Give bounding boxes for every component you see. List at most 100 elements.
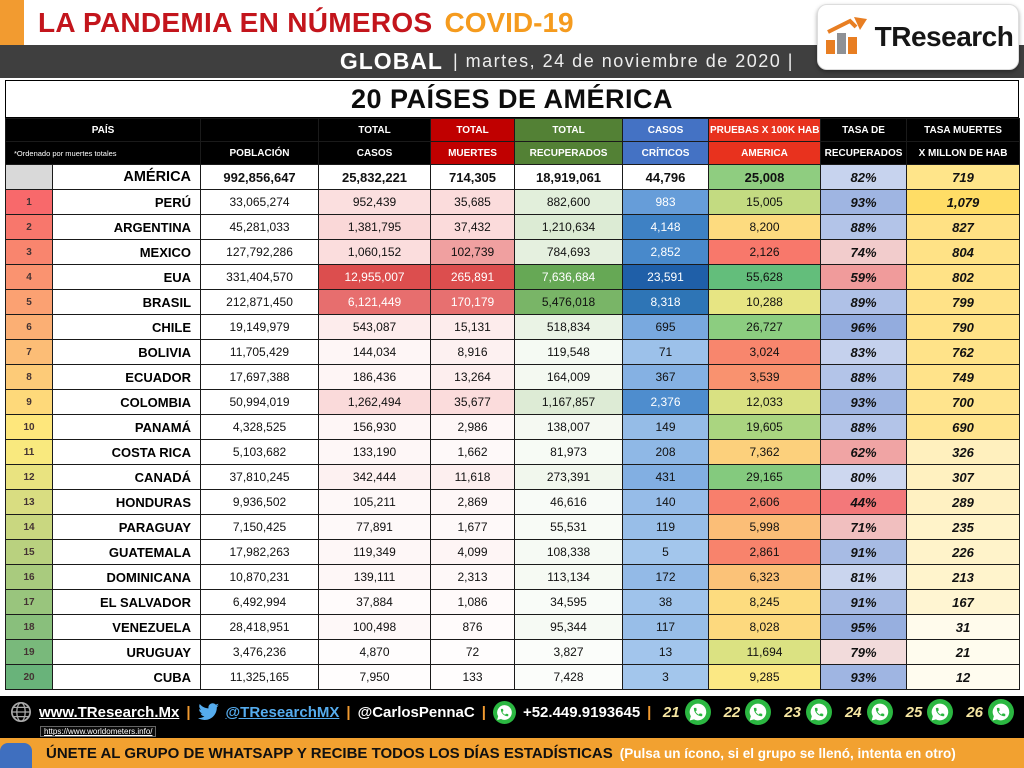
- rank-cell: 5: [5, 289, 53, 315]
- value-cell: 6,121,449: [318, 289, 432, 315]
- rank-cell: 19: [5, 639, 53, 665]
- country-cell: VENEZUELA: [51, 614, 202, 640]
- value-cell: 18,919,061: [514, 164, 624, 190]
- value-cell: 26,727: [708, 314, 822, 340]
- whatsapp-group-icon[interactable]: [745, 699, 772, 725]
- value-cell: 7,950: [318, 664, 432, 690]
- value-cell: 4,148: [622, 214, 710, 240]
- rank-cell: 20: [5, 664, 53, 690]
- value-cell: 127,792,286: [200, 239, 320, 265]
- value-cell: 4,099: [430, 539, 516, 565]
- col-header-pruebas: AMERICA: [708, 141, 822, 165]
- whatsapp-group-icon[interactable]: [866, 699, 893, 725]
- whatsapp-group-icon[interactable]: [684, 699, 711, 725]
- group-number: 22: [723, 703, 741, 721]
- value-cell: 5: [622, 539, 710, 565]
- value-cell: 10,870,231: [200, 564, 320, 590]
- cta-subtext: (Pulsa un ícono, si el grupo se llenó, i…: [619, 745, 956, 761]
- col-header-criticos: CRÍTICOS: [622, 141, 710, 165]
- value-cell: 34,595: [514, 589, 624, 615]
- value-cell: 133,190: [318, 439, 432, 465]
- value-cell: 71%: [820, 514, 908, 540]
- twitter-handle-link[interactable]: @TResearchMX: [225, 703, 340, 721]
- website-link[interactable]: www.TResearch.Mx: [39, 703, 180, 721]
- country-cell: AMÉRICA: [51, 164, 202, 190]
- value-cell: 827: [906, 214, 1021, 240]
- header-row-top: PAÍS TOTAL TOTAL TOTAL CASOS PRUEBAS X 1…: [4, 118, 1021, 142]
- country-cell: HONDURAS: [51, 489, 202, 515]
- page-header: LA PANDEMIA EN NÚMEROS COVID-19 GLOBAL |…: [0, 0, 1024, 78]
- value-cell: 83%: [820, 339, 908, 365]
- value-cell: 45,281,033: [200, 214, 320, 240]
- whatsapp-group-icon[interactable]: [805, 699, 832, 725]
- rank-cell: 10: [5, 414, 53, 440]
- country-cell: URUGUAY: [51, 639, 202, 665]
- value-cell: 139,111: [318, 564, 432, 590]
- value-cell: 105,211: [318, 489, 432, 515]
- col-header-pais-note: *Ordenado por muertes totales: [4, 141, 202, 165]
- twitter-handle2-link[interactable]: @CarlosPennaC: [357, 703, 475, 721]
- value-cell: 35,677: [430, 389, 516, 415]
- worldometers-link[interactable]: https://www.worldometers.info/: [40, 726, 157, 737]
- rank-cell: 8: [5, 364, 53, 390]
- value-cell: 44%: [820, 489, 908, 515]
- col-header-tasa-muertes-top: TASA MUERTES: [906, 118, 1021, 142]
- value-cell: 1,079: [906, 189, 1021, 215]
- col-header-muertes-top: TOTAL: [430, 118, 516, 142]
- rank-cell: 15: [5, 539, 53, 565]
- group-number: 26: [966, 703, 983, 721]
- table-row: 20 CUBA 11,325,165 7,950 133 7,428 3 9,285 93% 12: [5, 664, 1021, 690]
- value-cell: 15,005: [708, 189, 822, 215]
- rank-cell: 7: [5, 339, 53, 365]
- value-cell: 79%: [820, 639, 908, 665]
- value-cell: 11,325,165: [200, 664, 320, 690]
- table-row: 13 HONDURAS 9,936,502 105,211 2,869 46,616 140…: [5, 489, 1021, 515]
- separator: |: [481, 703, 486, 721]
- rank-cell: 9: [5, 389, 53, 415]
- value-cell: 88%: [820, 364, 908, 390]
- value-cell: 1,381,795: [318, 214, 432, 240]
- value-cell: 33,065,274: [200, 189, 320, 215]
- value-cell: 35,685: [430, 189, 516, 215]
- value-cell: 213: [906, 564, 1021, 590]
- col-header-blank: [200, 118, 320, 142]
- value-cell: 38: [622, 589, 710, 615]
- phone-number: +52.449.9193645: [522, 703, 641, 721]
- value-cell: 29,165: [708, 464, 822, 490]
- table-row: 15 GUATEMALA 17,982,263 119,349 4,099 108,338…: [5, 539, 1021, 565]
- value-cell: 72: [430, 639, 516, 665]
- value-cell: 1,210,634: [514, 214, 624, 240]
- value-cell: 695: [622, 314, 710, 340]
- value-cell: 4,328,525: [200, 414, 320, 440]
- value-cell: 74%: [820, 239, 908, 265]
- value-cell: 91%: [820, 539, 908, 565]
- rank-cell: 12: [5, 464, 53, 490]
- value-cell: 4,870: [318, 639, 432, 665]
- value-cell: 88%: [820, 214, 908, 240]
- value-cell: 140: [622, 489, 710, 515]
- col-header-tasa-rec-top: TASA DE: [820, 118, 908, 142]
- value-cell: 149: [622, 414, 710, 440]
- value-cell: 719: [906, 164, 1021, 190]
- value-cell: 8,200: [708, 214, 822, 240]
- value-cell: 5,998: [708, 514, 822, 540]
- value-cell: 55,628: [708, 264, 822, 290]
- value-cell: 226: [906, 539, 1021, 565]
- table-row: 17 EL SALVADOR 6,492,994 37,884 1,086 34,595 3…: [5, 589, 1021, 615]
- value-cell: 44,796: [622, 164, 710, 190]
- country-cell: ECUADOR: [51, 364, 202, 390]
- whatsapp-group: 22: [724, 699, 772, 725]
- whatsapp-icon[interactable]: [492, 700, 516, 724]
- value-cell: 790: [906, 314, 1021, 340]
- value-cell: 2,861: [708, 539, 822, 565]
- brand-chart-icon: [825, 17, 867, 54]
- whatsapp-group-icon[interactable]: [927, 699, 954, 725]
- table-row: 1 PERÚ 33,065,274 952,439 35,685 882,600 983 15…: [5, 189, 1021, 215]
- value-cell: 31: [906, 614, 1021, 640]
- value-cell: 186,436: [318, 364, 432, 390]
- value-cell: 12,033: [708, 389, 822, 415]
- table-row: 6 CHILE 19,149,979 543,087 15,131 518,834 695 2…: [5, 314, 1021, 340]
- whatsapp-group-icon[interactable]: [988, 699, 1014, 725]
- col-header-casos: CASOS: [318, 141, 432, 165]
- country-cell: COSTA RICA: [51, 439, 202, 465]
